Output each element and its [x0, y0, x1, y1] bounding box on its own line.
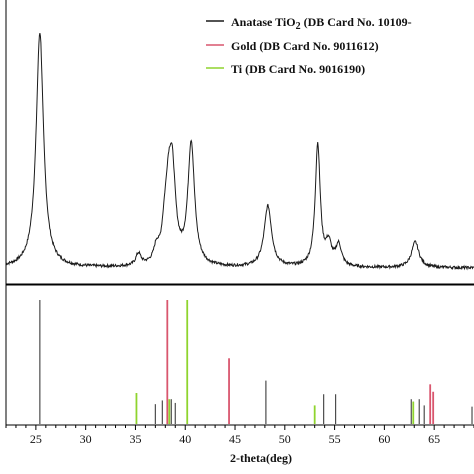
legend-label-suffix: (DB Card No. 10109- — [301, 15, 412, 29]
top-panel-frame — [5, 0, 474, 285]
x-tick-label: 45 — [229, 432, 241, 446]
legend: Anatase TiO2 (DB Card No. 10109- Gold (DB… — [206, 15, 412, 76]
reference-series-ti — [135, 300, 415, 424]
x-tick-label: 50 — [279, 432, 291, 446]
x-tick-label: 55 — [329, 432, 341, 446]
x-tick-label: 30 — [80, 432, 92, 446]
xrd-pattern-panel — [5, 0, 474, 285]
xrd-pattern-line — [5, 32, 474, 271]
bottom-panel-frame — [5, 284, 474, 426]
reference-series-anatase-tio2 — [39, 300, 473, 424]
legend-label-subscript: 2 — [296, 21, 301, 32]
legend-label-main: Gold (DB Card No. 9011612) — [231, 39, 379, 53]
x-tick-label: 25 — [30, 432, 42, 446]
reference-series-gold — [166, 300, 435, 424]
reference-panel — [5, 284, 474, 426]
x-axis-title: 2-theta(deg) — [230, 451, 292, 465]
x-axis: 25 30 35 40 45 50 55 60 65 — [5, 425, 474, 446]
reference-lines — [39, 300, 473, 424]
legend-label-main: Ti (DB Card No. 9016190) — [231, 62, 365, 76]
x-tick-label: 40 — [179, 432, 191, 446]
x-tick-label: 60 — [378, 432, 390, 446]
legend-label: Ti (DB Card No. 9016190) — [231, 62, 365, 76]
x-tick-label: 35 — [129, 432, 141, 446]
legend-label: Gold (DB Card No. 9011612) — [231, 39, 379, 53]
x-tick-label: 65 — [428, 432, 440, 446]
legend-label: Anatase TiO2 (DB Card No. 10109- — [231, 15, 412, 32]
legend-label-main: Anatase TiO — [231, 15, 296, 29]
